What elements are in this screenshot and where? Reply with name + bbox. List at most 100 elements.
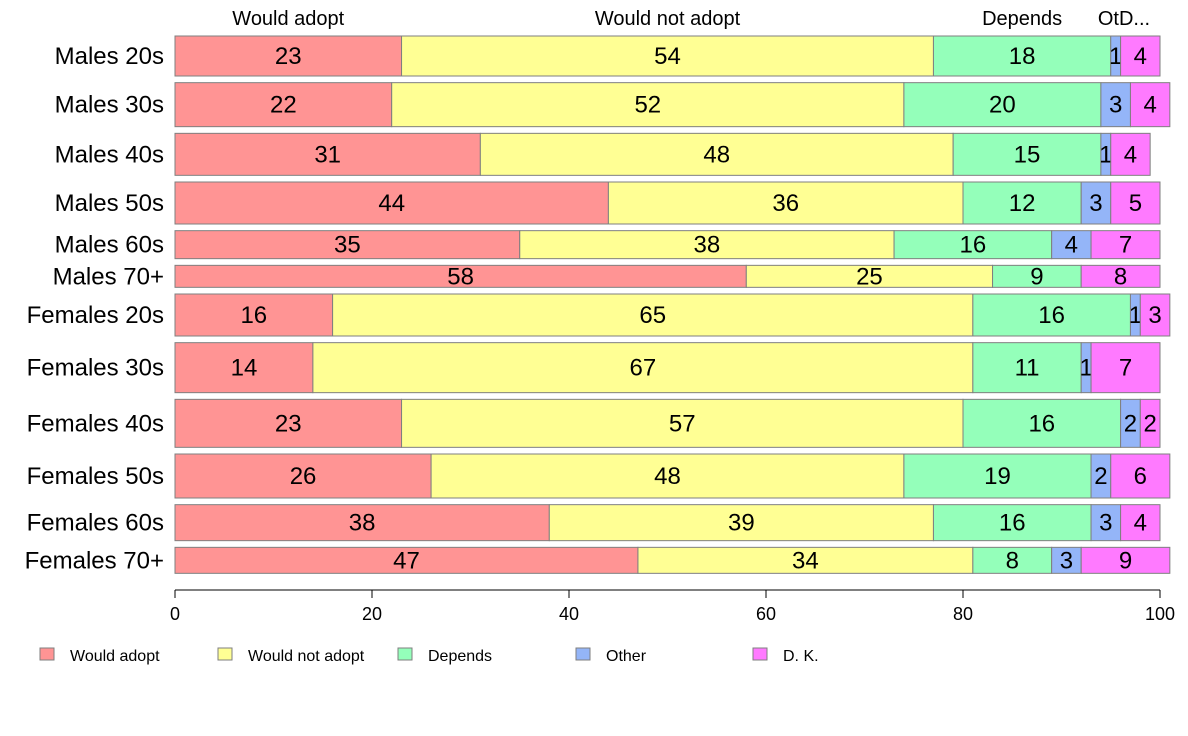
bar-segment-d-k: [1090, 230, 1161, 260]
column-header-labels: Would adopt Would not adopt Depends OtD...: [232, 8, 1150, 30]
bar-row-females-60s: 38 39 16 3 4: [174, 504, 1161, 542]
bar-segment-would-adopt: [174, 342, 314, 394]
bar-row-males-20s: 23 54 18 1 4: [174, 35, 1161, 77]
bar-segment-depends: [962, 181, 1082, 225]
bar-segment-depends: [972, 293, 1131, 337]
data-label: 2: [1124, 410, 1137, 437]
bar-segment-would-not-adopt: [332, 293, 974, 337]
legend-item-would-adopt: Would adopt: [39, 647, 160, 665]
data-label: 6: [1134, 463, 1147, 490]
bar-segment-d-k: [1110, 132, 1151, 176]
data-label: 14: [231, 355, 258, 382]
bar-segment-d-k: [1090, 342, 1161, 394]
x-tick-label: 20: [362, 604, 382, 624]
data-label: 58: [447, 263, 474, 290]
legend: Would adopt Would not adopt Depends Other D.…: [39, 647, 819, 665]
data-label: 16: [959, 232, 986, 259]
category-label: Females 20s: [27, 302, 164, 329]
data-label: 8: [1006, 547, 1019, 574]
x-axis: 0 20 40 60 80 100: [170, 589, 1175, 624]
column-label: Would not adopt: [595, 8, 741, 30]
data-label: 16: [1038, 302, 1065, 329]
legend-item-depends: Depends: [397, 647, 492, 665]
data-label: 35: [334, 232, 361, 259]
data-label: 38: [349, 510, 376, 537]
bar-segment-would-adopt: [174, 546, 639, 574]
data-label: 18: [1009, 43, 1036, 70]
legend-swatch: [575, 647, 591, 661]
bar-segment-would-not-adopt: [548, 504, 934, 542]
data-label: 25: [856, 263, 883, 290]
bar-row-males-50s: 44 36 12 3 5: [174, 181, 1161, 225]
data-label: 26: [290, 463, 317, 490]
column-label: Depends: [982, 8, 1062, 30]
category-label: Females 50s: [27, 463, 164, 490]
data-label: 16: [999, 510, 1026, 537]
bar-row-females-50s: 26 48 19 2 6: [174, 453, 1171, 499]
bar-row-males-30s: 22 52 20 3 4: [174, 82, 1171, 128]
data-label: 1: [1129, 302, 1142, 329]
bar-segment-would-adopt: [174, 181, 609, 225]
data-label: 22: [270, 92, 297, 119]
bar-segment-depends: [932, 504, 1092, 542]
bar-segment-would-not-adopt: [391, 82, 905, 128]
data-label: 39: [728, 510, 755, 537]
bar-segment-d-k: [1139, 398, 1161, 448]
legend-item-would-not-adopt: Would not adopt: [217, 647, 365, 665]
data-label: 4: [1134, 510, 1147, 537]
data-label: 8: [1114, 263, 1127, 290]
data-label: 67: [630, 355, 657, 382]
data-label: 4: [1134, 43, 1147, 70]
data-label: 9: [1119, 547, 1132, 574]
bar-segment-depends: [893, 230, 1053, 260]
bar-segment-other: [1051, 230, 1092, 260]
bar-segment-depends: [972, 546, 1053, 574]
category-label: Females 40s: [27, 410, 164, 437]
legend-swatch: [217, 647, 233, 661]
bar-segment-d-k: [1080, 264, 1161, 288]
data-label: 2: [1143, 410, 1156, 437]
data-label: 20: [989, 92, 1016, 119]
legend-label: D. K.: [783, 648, 819, 665]
bar-segment-would-adopt: [174, 293, 334, 337]
x-tick-label: 80: [953, 604, 973, 624]
bar-segment-d-k: [1110, 181, 1161, 225]
category-label: Females 70+: [25, 547, 164, 574]
category-labels: Males 20s Males 30s Males 40s Males 50s Male…: [25, 43, 164, 574]
bar-segment-would-adopt: [174, 230, 521, 260]
bar-row-females-70: 47 34 8 3 9: [174, 546, 1171, 574]
x-tick-label: 40: [559, 604, 579, 624]
data-label: 54: [654, 43, 681, 70]
legend-label: Depends: [428, 648, 492, 665]
bar-segment-would-not-adopt: [519, 230, 895, 260]
data-label: 3: [1109, 92, 1122, 119]
x-tick-label: 0: [170, 604, 180, 624]
column-label: OtD...: [1098, 8, 1150, 30]
bar-segment-would-not-adopt: [479, 132, 954, 176]
legend-label: Other: [606, 648, 647, 665]
x-tick-label: 60: [756, 604, 776, 624]
data-label: 4: [1143, 92, 1156, 119]
data-label: 31: [314, 141, 341, 168]
data-label: 3: [1099, 510, 1112, 537]
data-label: 15: [1014, 141, 1041, 168]
bar-segment-would-adopt: [174, 35, 403, 77]
bar-segment-other: [1080, 181, 1112, 225]
data-label: 3: [1148, 302, 1161, 329]
bar-segment-d-k: [1129, 82, 1171, 128]
bar-row-males-60s: 35 38 16 4 7: [174, 230, 1161, 260]
data-label: 65: [639, 302, 666, 329]
data-label: 1: [1109, 43, 1122, 70]
data-label: 4: [1124, 141, 1137, 168]
category-label: Females 30s: [27, 355, 164, 382]
bar-segment-d-k: [1120, 35, 1161, 77]
legend-item-d-k: D. K.: [752, 647, 819, 665]
data-label: 23: [275, 43, 302, 70]
data-label: 16: [240, 302, 267, 329]
bar-row-females-30s: 14 67 11 1 7: [174, 342, 1161, 394]
data-label: 16: [1028, 410, 1055, 437]
data-label: 48: [703, 141, 730, 168]
data-label: 52: [634, 92, 661, 119]
data-label: 4: [1065, 232, 1078, 259]
data-label: 23: [275, 410, 302, 437]
